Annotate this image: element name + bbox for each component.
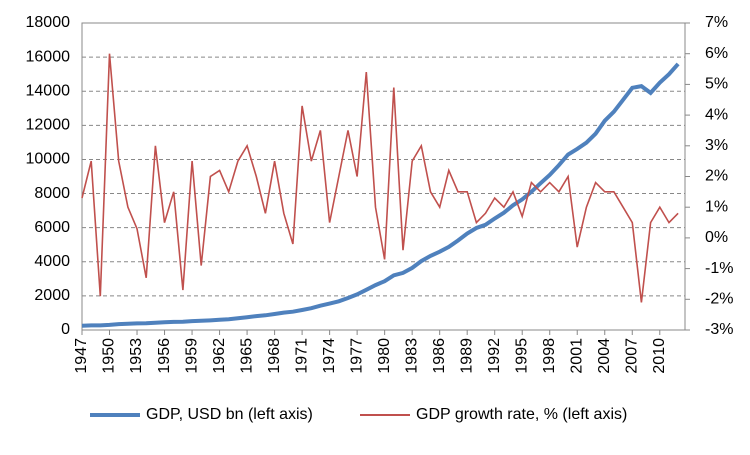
y-tick-label: 0 <box>61 321 70 338</box>
x-tick-label: 1968 <box>266 338 283 374</box>
y2-tick-label: 6% <box>705 45 728 62</box>
y2-tick-label: 7% <box>705 14 728 31</box>
y-tick-label: 6000 <box>34 219 70 236</box>
y2-tick-label: -2% <box>705 291 733 308</box>
y-tick-label: 8000 <box>34 185 70 202</box>
x-tick-label: 1983 <box>403 338 420 374</box>
series-line <box>81 62 680 328</box>
y-tick-label: 12000 <box>26 117 71 134</box>
x-tick-label: 1974 <box>321 338 338 374</box>
y2-tick-label: 4% <box>705 106 728 123</box>
y-tick-label: 18000 <box>26 14 71 31</box>
x-tick-label: 2001 <box>568 338 585 374</box>
x-tick-label: 1977 <box>348 338 365 374</box>
x-tick-label: 1956 <box>156 338 173 374</box>
y2-tick-label: 1% <box>705 198 728 215</box>
x-tick-label: 1980 <box>376 338 393 374</box>
y-tick-label: 10000 <box>26 151 71 168</box>
legend-label: GDP, USD bn (left axis) <box>146 406 313 423</box>
x-tick-label: 1962 <box>211 338 228 374</box>
x-tick-label: 1965 <box>238 338 255 374</box>
x-tick-label: 1992 <box>486 338 503 374</box>
x-tick-label: 1986 <box>431 338 448 374</box>
y2-tick-label: -1% <box>705 260 733 277</box>
x-tick-label: 1995 <box>513 338 530 374</box>
plot-frame <box>81 22 686 331</box>
x-tick-label: 1998 <box>541 338 558 374</box>
y2-tick-label: -3% <box>705 321 733 338</box>
x-tick-label: 1989 <box>458 338 475 374</box>
x-tick-label: 2004 <box>596 338 613 374</box>
x-tick-label: 1953 <box>128 338 145 374</box>
x-tick-label: 2007 <box>623 338 640 374</box>
x-tick-label: 1971 <box>293 338 310 374</box>
x-tick-label: 1959 <box>183 338 200 374</box>
y2-tick-label: 2% <box>705 168 728 185</box>
legend-label: GDP growth rate, % (left axis) <box>416 406 627 423</box>
y2-tick-label: 5% <box>705 76 728 93</box>
y-tick-label: 2000 <box>34 287 70 304</box>
y-tick-label: 4000 <box>34 253 70 270</box>
series-line <box>81 53 679 303</box>
x-tick-label: 1950 <box>101 338 118 374</box>
x-tick-label: 2010 <box>651 338 668 374</box>
y2-tick-label: 3% <box>705 137 728 154</box>
x-tick-label: 1947 <box>73 338 90 374</box>
y2-tick-label: 0% <box>705 229 728 246</box>
y-tick-label: 14000 <box>26 82 71 99</box>
y-tick-label: 16000 <box>26 48 71 65</box>
